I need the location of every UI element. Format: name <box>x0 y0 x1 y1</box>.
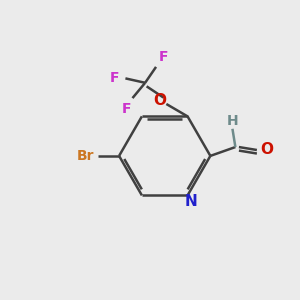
Text: H: H <box>226 114 238 128</box>
Text: F: F <box>110 71 120 85</box>
Text: O: O <box>153 93 167 108</box>
Text: F: F <box>121 102 131 116</box>
Text: F: F <box>159 50 169 64</box>
Text: O: O <box>260 142 273 158</box>
Text: N: N <box>185 194 197 209</box>
Text: Br: Br <box>77 149 94 163</box>
